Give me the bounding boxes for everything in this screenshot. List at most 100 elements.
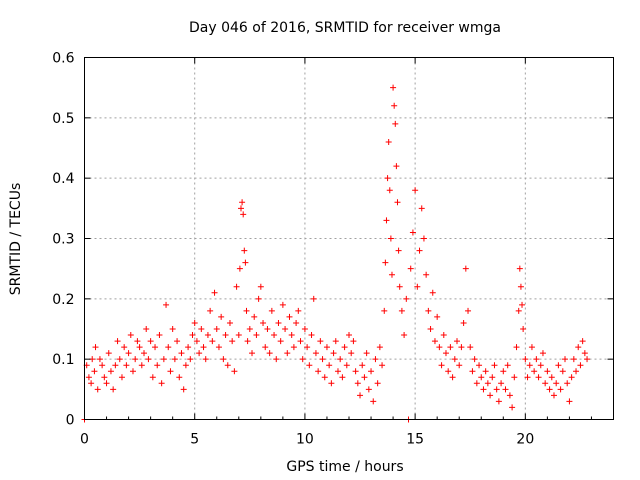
data-point (548, 374, 555, 381)
data-point (112, 362, 119, 369)
data-point (110, 386, 117, 393)
data-point (85, 374, 92, 381)
data-point (105, 350, 112, 357)
data-point (169, 326, 176, 332)
data-point (544, 368, 551, 375)
data-point (279, 301, 286, 308)
data-point (310, 295, 317, 302)
data-point (308, 332, 315, 339)
data-point (235, 332, 242, 339)
data-point (160, 356, 167, 363)
data-point (156, 332, 163, 339)
data-point (293, 319, 300, 326)
data-point (96, 356, 103, 363)
data-point (429, 289, 436, 296)
data-point (262, 344, 269, 351)
data-point (482, 368, 489, 375)
data-point (337, 356, 344, 363)
data-point (99, 362, 106, 369)
data-point (471, 356, 478, 363)
data-point (189, 332, 196, 339)
data-point (365, 386, 372, 393)
data-point (244, 338, 251, 345)
data-point (370, 398, 377, 405)
data-point (191, 319, 198, 326)
data-point (350, 338, 357, 345)
data-point (584, 356, 591, 363)
data-point (357, 392, 364, 399)
data-point (570, 356, 577, 363)
data-point (220, 356, 227, 363)
data-point (317, 338, 324, 345)
data-point (542, 380, 549, 387)
data-point (546, 386, 553, 393)
data-point (493, 386, 500, 393)
data-point (456, 362, 463, 369)
data-point (229, 338, 236, 345)
data-point (114, 338, 121, 345)
data-point (484, 380, 491, 387)
data-point (387, 235, 394, 242)
data-point (409, 229, 416, 236)
data-point (297, 338, 304, 345)
data-point (341, 344, 348, 351)
data-point (425, 307, 432, 314)
data-point (196, 350, 203, 357)
data-point (480, 386, 487, 393)
data-point (213, 326, 220, 332)
data-point (266, 350, 273, 357)
data-point (407, 265, 414, 272)
data-point (346, 332, 352, 339)
x-tick-label: 5 (190, 432, 199, 448)
data-point (566, 398, 573, 405)
data-point (271, 332, 278, 339)
y-tick-label: 0.4 (52, 171, 74, 187)
data-point (376, 344, 383, 351)
data-point (359, 362, 366, 369)
data-point (185, 344, 192, 351)
data-point (328, 380, 335, 387)
data-point (573, 368, 580, 375)
data-point (498, 380, 505, 387)
data-point (129, 368, 136, 375)
data-point (243, 307, 250, 314)
data-point (101, 374, 108, 381)
data-point (180, 386, 187, 393)
y-tick-label: 0 (66, 413, 75, 429)
data-point (167, 368, 174, 375)
data-point (239, 199, 246, 206)
data-point (253, 332, 260, 339)
data-point (330, 350, 337, 357)
data-point (354, 380, 361, 387)
data-point (431, 338, 438, 345)
data-point (118, 374, 125, 381)
data-point (403, 295, 410, 302)
data-point (451, 356, 458, 363)
data-point (550, 392, 557, 399)
data-point (442, 350, 449, 357)
data-point (304, 344, 311, 351)
data-point (502, 386, 509, 393)
data-point (462, 265, 469, 272)
data-point (478, 374, 485, 381)
data-point (264, 326, 271, 332)
data-point (513, 344, 520, 351)
data-point (398, 307, 405, 314)
data-point (465, 307, 472, 314)
data-point (158, 380, 165, 387)
data-point (460, 319, 467, 326)
data-point (103, 380, 110, 387)
data-point (92, 344, 99, 351)
data-point (343, 362, 350, 369)
data-point (473, 380, 480, 387)
data-point (520, 326, 527, 332)
data-point (395, 247, 402, 254)
data-point (323, 344, 330, 351)
chart-title: Day 046 of 2016, SRMTID for receiver wmg… (189, 20, 501, 36)
data-point (577, 362, 584, 369)
data-point (390, 84, 397, 91)
data-point (91, 368, 98, 375)
data-point (127, 332, 134, 339)
data-point (260, 319, 267, 326)
